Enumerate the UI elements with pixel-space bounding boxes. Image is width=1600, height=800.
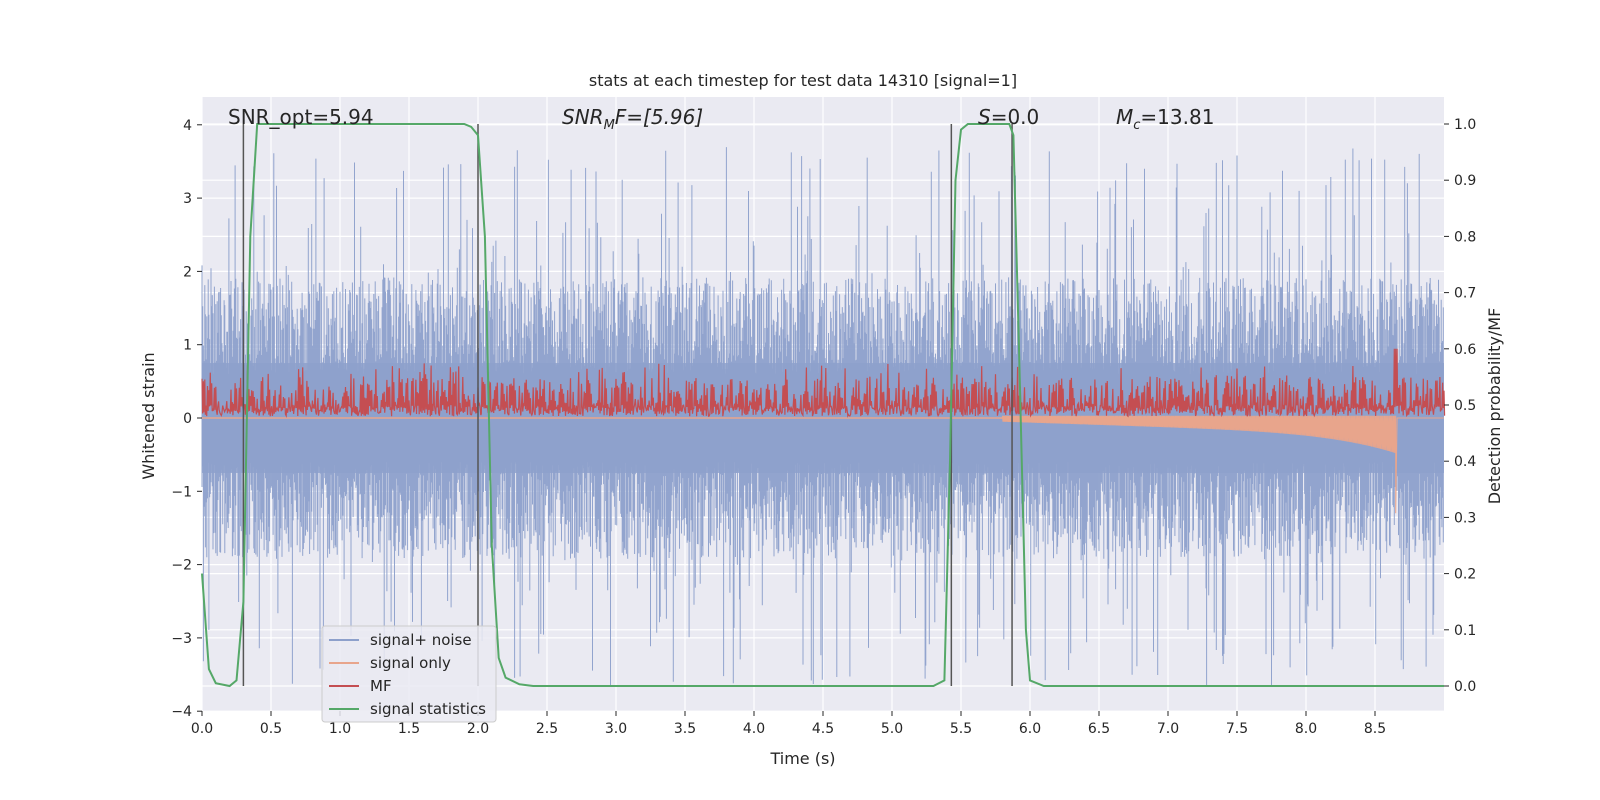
y-left-tick-label: 0: [183, 411, 192, 427]
x-tick-label: 0.0: [191, 721, 213, 737]
annotation-s: S=0.0: [978, 105, 1039, 129]
annotation-mc: Mc=13.81: [1116, 105, 1214, 133]
x-tick-label: 6.5: [1088, 721, 1110, 737]
x-tick-label: 4.5: [812, 721, 834, 737]
mf-series: [201, 348, 1446, 419]
x-tick-label: 6.0: [1019, 721, 1041, 737]
x-axis-label: Time (s): [769, 749, 835, 768]
legend-label-mf: MF: [370, 677, 392, 695]
signal-statistics-line: [201, 123, 1444, 688]
annotation-s-rest: =0.0: [991, 105, 1040, 129]
legend-label-signal-statistics: signal statistics: [370, 700, 486, 718]
y-right-tick-label: 0.8: [1454, 229, 1476, 245]
x-tick-label: 3.5: [674, 721, 696, 737]
y-right-tick-label: 0.7: [1454, 286, 1476, 302]
y-left-tick-label: −2: [171, 558, 192, 574]
x-tick-label: 8.5: [1364, 721, 1386, 737]
y-right-tick-label: 0.6: [1454, 342, 1476, 358]
y-axis-left-label: Whitened strain: [139, 352, 158, 479]
y-left-tick-label: 1: [183, 338, 192, 354]
y-right-tick-label: 0.1: [1454, 623, 1476, 639]
x-tick-label: 2.5: [536, 721, 558, 737]
annotation-mc-name: M: [1116, 105, 1133, 129]
x-tick-label: 5.0: [881, 721, 903, 737]
y-right-tick-label: 0.0: [1454, 679, 1476, 695]
x-axis-ticks: 0.0 0.5 1.0 1.5 2.0 2.5 3.0 3.5 4.0 4.5 5.0 5.5 6.0 6…: [191, 711, 1386, 737]
signal-only-series: [202, 415, 1444, 514]
annotation-mc-sub: c: [1133, 118, 1140, 133]
annotation-snr-mf-rest: F=[5.96]: [615, 105, 703, 129]
signal-only-line: [1001, 415, 1444, 514]
annotation-snr-mf-name: SNR: [562, 105, 604, 129]
y-left-tick-label: −4: [171, 704, 192, 720]
annotation-snr-mf-sub: M: [604, 118, 615, 133]
annotation-snr-opt: SNR_opt=5.94: [228, 105, 374, 129]
y-left-tick-label: −3: [171, 631, 192, 647]
chart-title: stats at each timestep for test data 143…: [589, 71, 1017, 90]
x-tick-label: 7.5: [1226, 721, 1248, 737]
y-right-tick-label: 0.9: [1454, 173, 1476, 189]
x-tick-label: 8.0: [1295, 721, 1317, 737]
x-tick-label: 3.0: [605, 721, 627, 737]
y-right-tick-label: 0.5: [1454, 398, 1476, 414]
x-tick-label: 2.0: [467, 721, 489, 737]
y-axis-right-ticks: 1.0 0.9 0.8 0.7 0.6 0.5 0.4 0.3 0.2 0.1 0.0: [1444, 117, 1476, 695]
annotation-snr-mf: SNRMF=[5.96]: [562, 105, 703, 133]
annotation-s-name: S: [978, 105, 991, 129]
y-left-tick-label: −1: [171, 484, 192, 500]
annotation-mc-rest: =13.81: [1140, 105, 1214, 129]
x-tick-label: 0.5: [260, 721, 282, 737]
legend-label-signal-noise: signal+ noise: [370, 631, 472, 649]
y-right-tick-label: 0.2: [1454, 567, 1476, 583]
signal-statistics-series: [201, 123, 1444, 688]
legend: signal+ noise signal only MF signal stat…: [321, 625, 497, 723]
legend-label-signal-only: signal only: [370, 654, 451, 672]
x-tick-label: 4.0: [743, 721, 765, 737]
mf-line: [201, 348, 1446, 419]
y-axis-left-ticks: 4 3 2 1 0 −1 −2 −3 −4: [171, 118, 202, 720]
x-tick-label: 1.0: [329, 721, 351, 737]
y-right-tick-label: 0.4: [1454, 454, 1476, 470]
x-tick-label: 7.0: [1157, 721, 1179, 737]
y-right-tick-label: 0.3: [1454, 510, 1476, 526]
legend-frame: [321, 625, 497, 723]
y-right-tick-label: 1.0: [1454, 117, 1476, 133]
y-left-tick-label: 4: [183, 118, 192, 134]
x-tick-label: 5.5: [950, 721, 972, 737]
y-left-tick-label: 3: [183, 191, 192, 207]
x-tick-label: 1.5: [398, 721, 420, 737]
y-left-tick-label: 2: [183, 264, 192, 280]
y-axis-right-label: Detection probability/MF: [1485, 308, 1504, 505]
